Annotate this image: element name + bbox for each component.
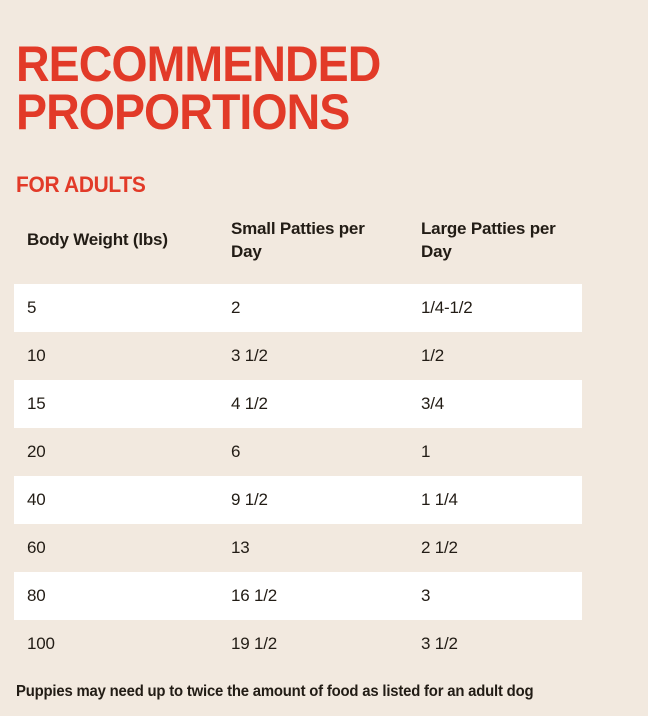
- table-cell: 1/2: [421, 345, 445, 365]
- table-cell: 16 1/2: [231, 585, 278, 605]
- table-cell: 3 1/2: [421, 633, 458, 653]
- feeding-guide-section: RECOMMENDED PROPORTIONS FOR ADULTS Body …: [0, 34, 648, 716]
- column-header-large-patties: Large Patties per Day: [421, 218, 556, 261]
- table-cell: 19 1/2: [231, 633, 278, 653]
- table-cell: 100: [27, 633, 55, 653]
- table-cell: 2 1/2: [421, 537, 458, 557]
- table-cell: 20: [27, 441, 46, 461]
- table-cell: 3 1/2: [231, 345, 268, 365]
- page-title-line-2: PROPORTIONS: [16, 83, 350, 140]
- puppies-footnote: Puppies may need up to twice the amount …: [16, 682, 534, 700]
- column-header-body-weight: Body Weight (lbs): [27, 230, 168, 250]
- table-cell: 2: [231, 297, 241, 317]
- table-cell: 1: [421, 441, 431, 461]
- table-cell: 1 1/4: [421, 489, 458, 509]
- table-cell: 40: [27, 489, 46, 509]
- page-title-line-1: RECOMMENDED: [16, 35, 381, 92]
- table-row: 15 4 1/2 3/4: [14, 379, 582, 428]
- table-cell: 15: [27, 393, 46, 413]
- table-cell: 3/4: [421, 393, 445, 413]
- table-cell: 9 1/2: [231, 489, 268, 509]
- table-cell: 1/4-1/2: [421, 297, 473, 317]
- table-header-row: Body Weight (lbs) Small Patties per Day …: [14, 206, 582, 284]
- table-cell: 3: [421, 585, 431, 605]
- table-row: 10 3 1/2 1/2: [14, 332, 582, 380]
- table-cell: 5: [27, 297, 37, 317]
- table-row: 40 9 1/2 1 1/4: [14, 475, 582, 524]
- table-row: 20 6 1: [14, 428, 582, 476]
- table-cell: 6: [231, 441, 241, 461]
- table-row: 60 13 2 1/2: [14, 524, 582, 572]
- table-cell: 10: [27, 345, 46, 365]
- table-row: 80 16 1/2 3: [14, 571, 582, 620]
- column-header-small-patties: Small Patties per Day: [231, 218, 365, 261]
- page-title: RECOMMENDED PROPORTIONS: [0, 34, 648, 140]
- table-cell: 13: [231, 537, 250, 557]
- table-cell: 60: [27, 537, 46, 557]
- table-cell: 4 1/2: [231, 393, 268, 413]
- table-row: 100 19 1/2 3 1/2: [14, 620, 582, 668]
- proportions-table: Body Weight (lbs) Small Patties per Day …: [14, 206, 582, 668]
- table-cell: 80: [27, 585, 46, 605]
- section-subtitle: FOR ADULTS: [16, 171, 146, 197]
- table-row: 5 2 1/4-1/2: [14, 283, 582, 332]
